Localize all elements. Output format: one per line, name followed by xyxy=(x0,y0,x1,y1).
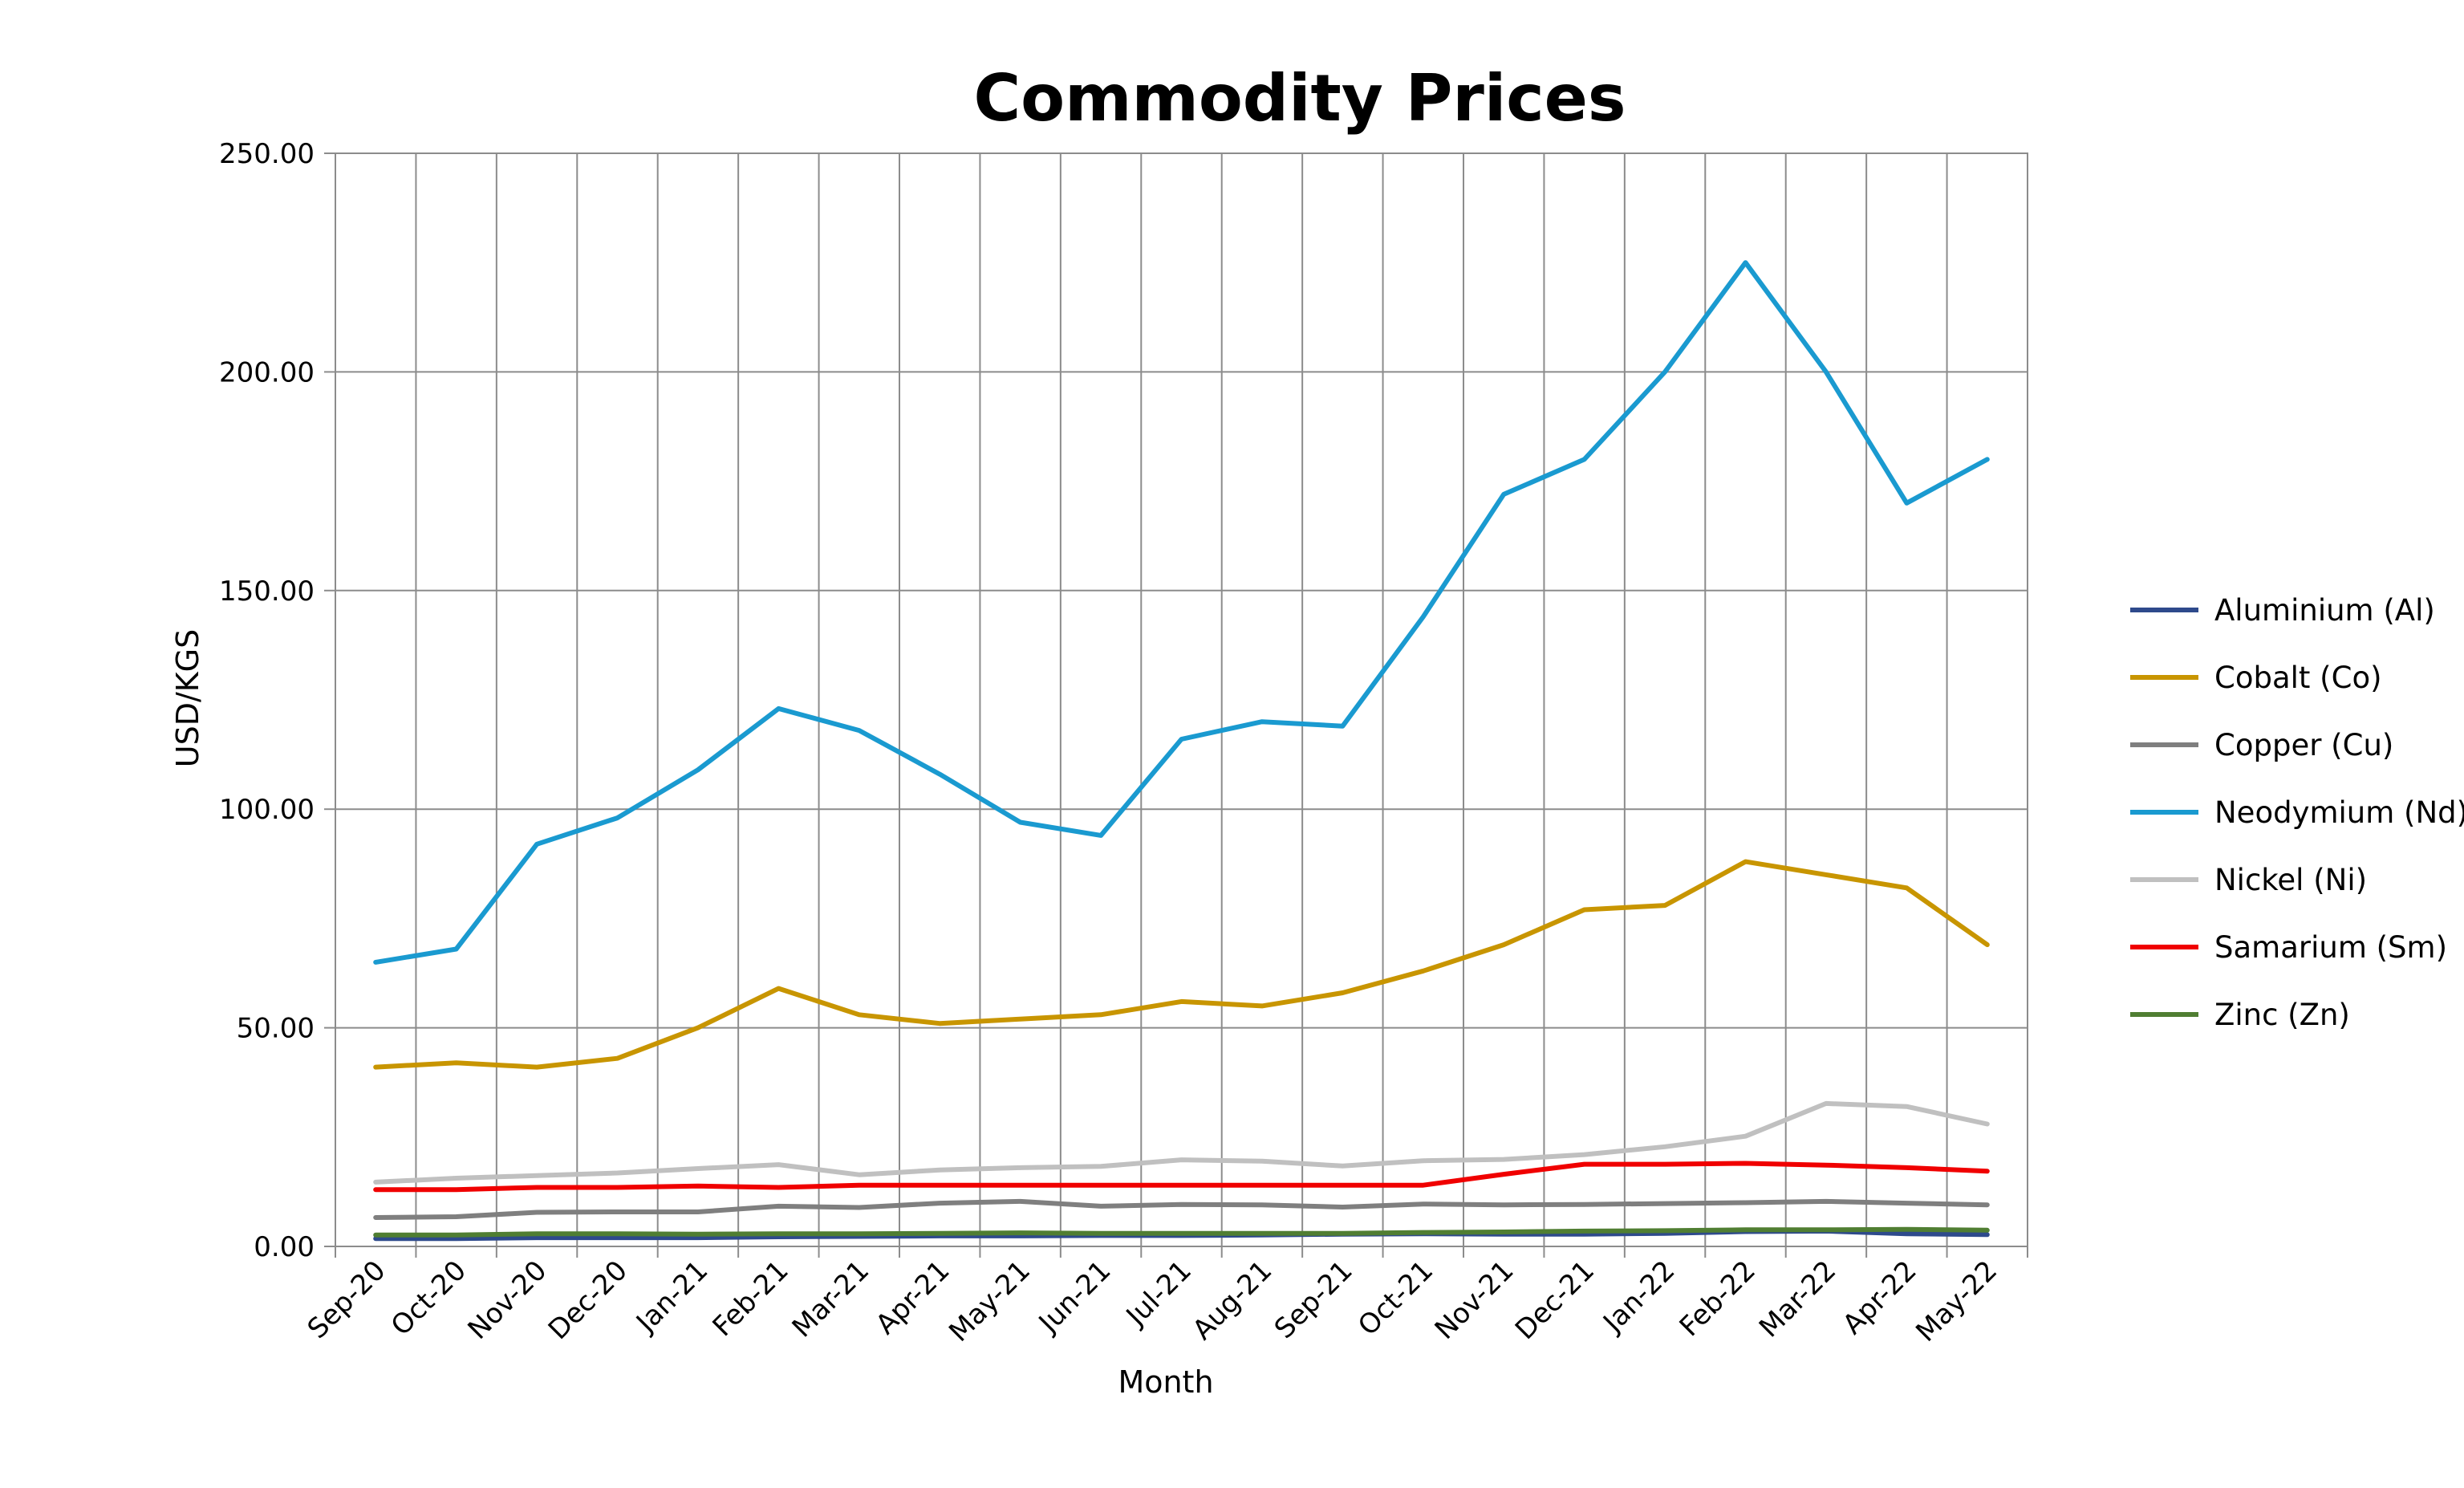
legend: Aluminium (Al) Cobalt (Co) Copper (Cu) Neod… xyxy=(2130,593,2464,1032)
y-tick-label: 0.00 xyxy=(254,1231,315,1263)
y-tick-label: 200.00 xyxy=(219,356,315,388)
chart-title: Commodity Prices xyxy=(973,61,1626,136)
x-tick-label: Dec-21 xyxy=(1509,1254,1601,1346)
legend-label: Zinc (Zn) xyxy=(2214,998,2350,1032)
x-tick-label: Oct-20 xyxy=(385,1254,473,1342)
x-tick-label: Sep-21 xyxy=(1269,1254,1359,1345)
y-tick-label: 50.00 xyxy=(237,1013,315,1045)
y-tick-label: 100.00 xyxy=(219,794,315,826)
x-tick-label: Sep-20 xyxy=(302,1254,392,1345)
x-tick-label: Jan-22 xyxy=(1596,1254,1681,1340)
series-line xyxy=(373,1226,1990,1238)
axes xyxy=(324,152,2028,1258)
y-axis-label: USD/KGS xyxy=(170,629,205,767)
x-tick-label: Oct-21 xyxy=(1352,1254,1439,1342)
x-tick-label: Apr-21 xyxy=(870,1254,956,1341)
series-line xyxy=(373,1100,1990,1185)
legend-label: Aluminium (Al) xyxy=(2214,593,2435,628)
legend-label: Nickel (Ni) xyxy=(2214,863,2367,897)
x-tick-label: Nov-21 xyxy=(1429,1254,1520,1346)
legend-label: Neodymium (Nd) xyxy=(2214,795,2464,830)
series-line xyxy=(373,1161,1990,1193)
series-lines xyxy=(373,260,1990,1242)
x-tick-label: May-21 xyxy=(943,1254,1037,1348)
x-tick-label: Jun-21 xyxy=(1032,1254,1118,1340)
x-axis-label: Month xyxy=(1118,1364,1213,1400)
y-tick-label: 250.00 xyxy=(219,138,315,170)
plot-area-border xyxy=(335,152,2028,1247)
x-tick-label: Feb-21 xyxy=(707,1254,795,1343)
series-line xyxy=(373,1198,1990,1220)
x-tick-label: May-22 xyxy=(1910,1254,2003,1348)
x-tick-label: Nov-20 xyxy=(462,1254,554,1346)
legend-label: Samarium (Sm) xyxy=(2214,930,2447,965)
x-tick-label: Aug-21 xyxy=(1187,1254,1278,1346)
series-line xyxy=(373,260,1990,965)
grid xyxy=(335,152,2028,1247)
y-tick-label: 150.00 xyxy=(219,575,315,608)
x-tick-label: Jan-21 xyxy=(629,1254,714,1340)
x-tick-label: Dec-20 xyxy=(542,1254,634,1346)
series-line xyxy=(373,859,1990,1070)
legend-label: Cobalt (Co) xyxy=(2214,661,2382,695)
y-tick-labels: 0.00 50.00 100.00 150.00 200.00 250.00 xyxy=(219,138,315,1263)
x-tick-label: Mar-22 xyxy=(1753,1254,1842,1344)
legend-label: Copper (Cu) xyxy=(2214,728,2393,762)
x-tick-label: Apr-22 xyxy=(1837,1254,1923,1341)
x-tick-label: Feb-22 xyxy=(1674,1254,1762,1343)
x-tick-label: Jul-21 xyxy=(1119,1254,1198,1333)
x-tick-label: Mar-21 xyxy=(786,1254,875,1344)
x-tick-labels: Sep-20Oct-20Nov-20Dec-20Jan-21Feb-21Mar-… xyxy=(302,1254,2003,1348)
